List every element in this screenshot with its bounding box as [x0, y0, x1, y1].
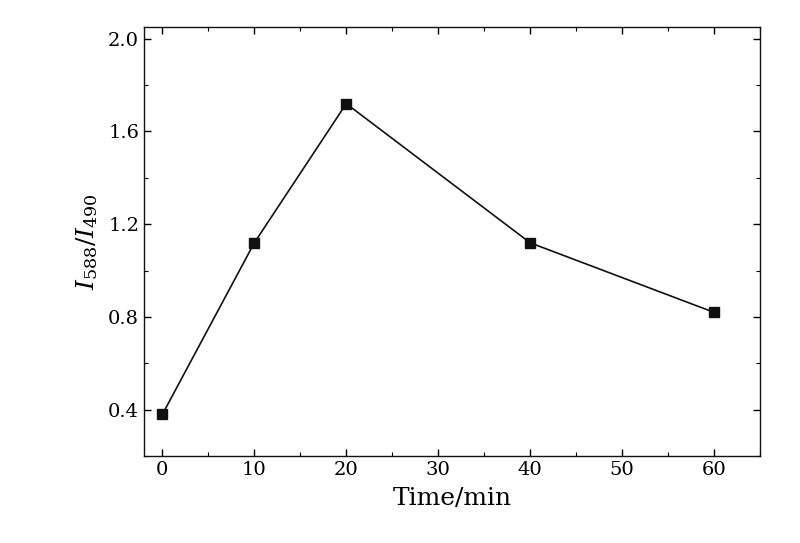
Y-axis label: $I_{588}$/$I_{490}$: $I_{588}$/$I_{490}$	[74, 193, 100, 290]
X-axis label: Time/min: Time/min	[393, 487, 511, 510]
